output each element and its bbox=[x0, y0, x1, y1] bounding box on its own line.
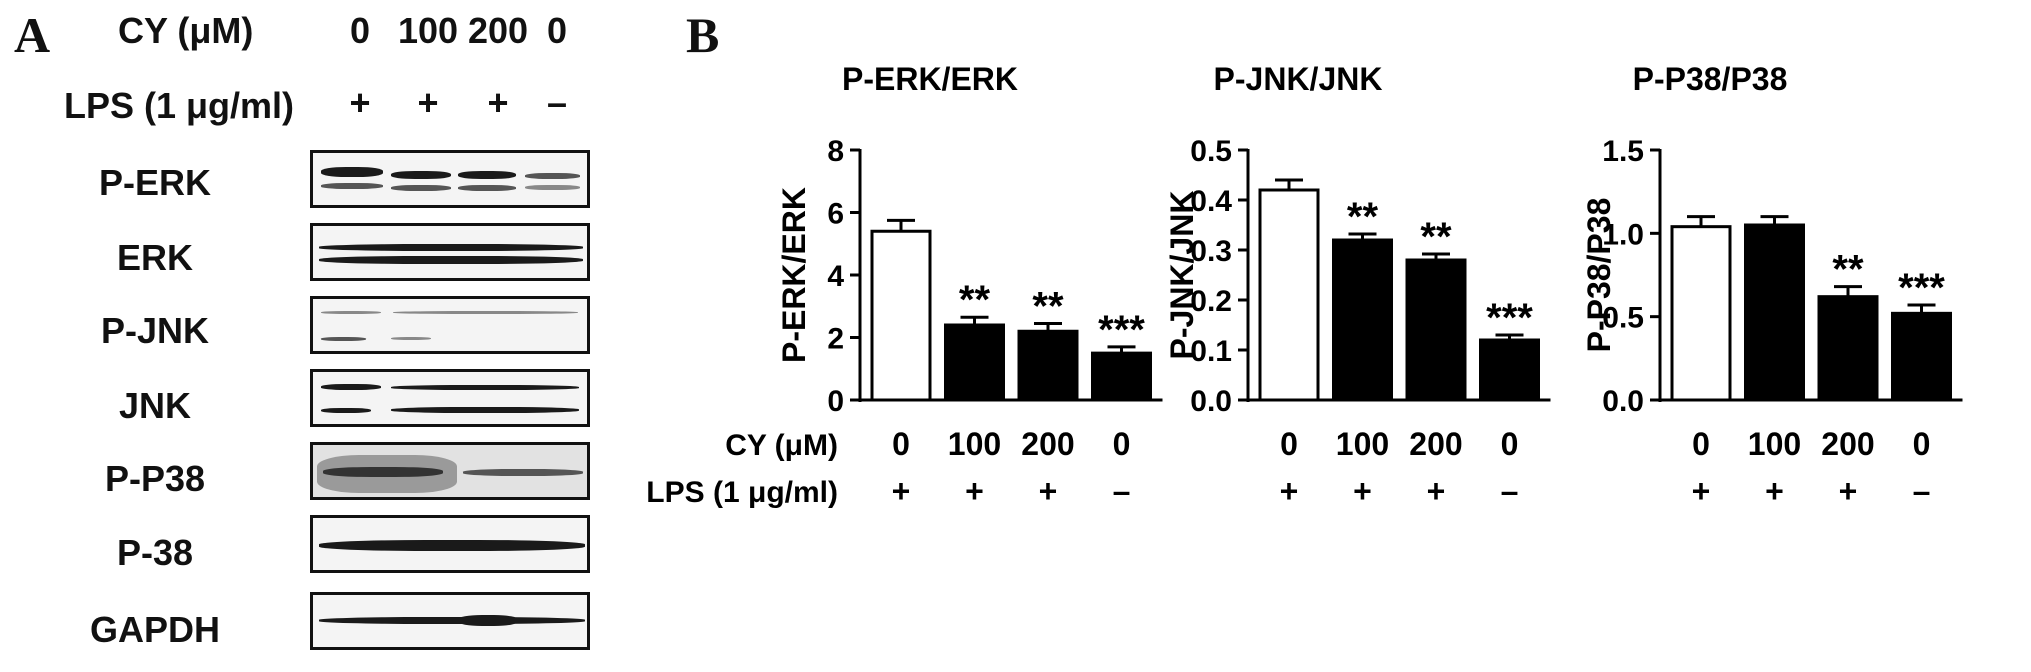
bar-p-p38-p38 bbox=[1891, 311, 1952, 402]
lps-sign-p-erk-erk: – bbox=[1113, 473, 1131, 509]
y-tick-label-p-jnk-jnk: 0.2 bbox=[1190, 285, 1232, 318]
x-tick-label-p-p38-p38: 200 bbox=[1821, 426, 1874, 462]
y-tick-label-p-p38-p38: 1.0 bbox=[1602, 218, 1644, 251]
x-tick-label-p-jnk-jnk: 100 bbox=[1336, 426, 1389, 462]
cy-value-lane-1: 0 bbox=[349, 10, 371, 51]
cy-concentration-label: CY (μM) bbox=[118, 10, 254, 51]
blot-image-p-jnk bbox=[310, 296, 590, 354]
y-tick-label-p-erk-erk: 6 bbox=[827, 198, 844, 231]
blot-image-erk bbox=[310, 223, 590, 281]
bar-p-erk-erk bbox=[1017, 329, 1079, 402]
significance-label-p-erk-erk: *** bbox=[1098, 308, 1145, 352]
chart-title-p-jnk-jnk: P-JNK/JNK bbox=[1214, 61, 1383, 97]
cy-value-lane-2: 100 bbox=[397, 10, 459, 51]
cy-value-lane-4: 0 bbox=[546, 10, 568, 51]
lps-sign-p-jnk-jnk: – bbox=[1501, 473, 1519, 509]
x-tick-label-p-p38-p38: 100 bbox=[1748, 426, 1801, 462]
x-tick-label-p-erk-erk: 100 bbox=[948, 426, 1001, 462]
lps-sign-p-p38-p38: + bbox=[1692, 473, 1711, 509]
significance-label-p-jnk-jnk: ** bbox=[1347, 195, 1379, 239]
x-tick-label-p-erk-erk: 0 bbox=[1113, 426, 1131, 462]
y-tick-label-p-p38-p38: 0.0 bbox=[1602, 385, 1644, 418]
significance-label-p-jnk-jnk: ** bbox=[1420, 215, 1452, 259]
lps-value-lane-3: + bbox=[487, 82, 509, 123]
lps-value-lane-1: + bbox=[349, 82, 371, 123]
lps-label: LPS (1 μg/ml) bbox=[64, 85, 295, 126]
chart-title-p-erk-erk: P-ERK/ERK bbox=[842, 61, 1018, 97]
lps-row-label: LPS (1 μg/ml) bbox=[646, 476, 838, 509]
y-tick-label-p-jnk-jnk: 0.4 bbox=[1190, 185, 1232, 218]
lps-sign-p-jnk-jnk: + bbox=[1280, 473, 1299, 509]
x-tick-label-p-erk-erk: 0 bbox=[892, 426, 910, 462]
bar-p-jnk-jnk bbox=[1479, 338, 1540, 402]
bar-p-p38-p38 bbox=[1817, 295, 1879, 402]
lps-value-lane-2: + bbox=[417, 82, 439, 123]
blot-label-p-jnk: P-JNK bbox=[100, 310, 210, 351]
bar-p-jnk-jnk bbox=[1332, 238, 1393, 402]
y-tick-label-p-jnk-jnk: 0.1 bbox=[1190, 335, 1232, 368]
lps-value-lane-4: – bbox=[546, 82, 568, 123]
lps-sign-p-p38-p38: + bbox=[1839, 473, 1858, 509]
lps-sign-p-p38-p38: + bbox=[1765, 473, 1784, 509]
x-tick-label-p-jnk-jnk: 0 bbox=[1280, 426, 1298, 462]
blot-label-p-38: P-38 bbox=[116, 532, 194, 573]
blot-image-gapdh bbox=[310, 592, 590, 650]
bar-p-jnk-jnk bbox=[1258, 188, 1320, 402]
x-tick-label-p-jnk-jnk: 200 bbox=[1409, 426, 1462, 462]
y-axis-label-p-jnk-jnk: P-JNK/JNK bbox=[1164, 191, 1200, 360]
bar-p-jnk-jnk bbox=[1405, 258, 1467, 402]
chart-title-p-p38-p38: P-P38/P38 bbox=[1633, 61, 1788, 97]
cy-value-lane-3: 200 bbox=[467, 10, 529, 51]
lps-sign-p-erk-erk: + bbox=[1039, 473, 1058, 509]
blot-label-gapdh: GAPDH bbox=[89, 609, 220, 650]
x-tick-label-p-jnk-jnk: 0 bbox=[1501, 426, 1519, 462]
y-tick-label-p-jnk-jnk: 0.0 bbox=[1190, 385, 1232, 418]
blot-image-p-38 bbox=[310, 515, 590, 573]
blot-label-p-p38: P-P38 bbox=[104, 458, 206, 499]
bar-p-erk-erk bbox=[870, 229, 932, 402]
blot-label-p-erk: P-ERK bbox=[98, 162, 211, 203]
x-tick-label-p-p38-p38: 0 bbox=[1913, 426, 1931, 462]
blot-image-p-erk bbox=[310, 150, 590, 208]
significance-label-p-jnk-jnk: *** bbox=[1486, 296, 1533, 340]
lps-sign-p-jnk-jnk: + bbox=[1353, 473, 1372, 509]
y-tick-label-p-jnk-jnk: 0.5 bbox=[1190, 135, 1232, 168]
x-tick-label-p-erk-erk: 200 bbox=[1021, 426, 1074, 462]
lps-sign-p-erk-erk: + bbox=[892, 473, 911, 509]
bar-p-p38-p38 bbox=[1744, 223, 1805, 402]
y-tick-label-p-erk-erk: 0 bbox=[827, 385, 844, 418]
bar-p-p38-p38 bbox=[1670, 225, 1732, 402]
cy-row-label: CY (μM) bbox=[725, 429, 838, 462]
bar-p-erk-erk bbox=[944, 323, 1005, 402]
y-tick-label-p-jnk-jnk: 0.3 bbox=[1190, 235, 1232, 268]
bar-p-erk-erk bbox=[1091, 351, 1152, 402]
y-tick-label-p-p38-p38: 1.5 bbox=[1602, 135, 1644, 168]
significance-label-p-erk-erk: ** bbox=[959, 278, 991, 322]
blot-label-erk: ERK bbox=[116, 237, 193, 278]
y-axis-label-p-p38-p38: P-P38/P38 bbox=[1581, 198, 1617, 353]
y-axis-label-p-erk-erk: P-ERK/ERK bbox=[776, 187, 812, 363]
y-tick-label-p-erk-erk: 8 bbox=[827, 135, 844, 168]
lps-sign-p-erk-erk: + bbox=[965, 473, 984, 509]
lps-sign-p-p38-p38: – bbox=[1913, 473, 1931, 509]
lps-sign-p-jnk-jnk: + bbox=[1427, 473, 1446, 509]
significance-label-p-erk-erk: ** bbox=[1032, 284, 1064, 328]
panel-b-letter: B bbox=[686, 7, 720, 63]
y-tick-label-p-p38-p38: 0.5 bbox=[1602, 302, 1644, 335]
panel-a-letter: A bbox=[14, 7, 51, 63]
blot-label-jnk: JNK bbox=[118, 385, 192, 426]
y-tick-label-p-erk-erk: 4 bbox=[827, 260, 844, 293]
blot-image-jnk bbox=[310, 369, 590, 427]
blot-image-p-p38 bbox=[310, 442, 590, 500]
x-tick-label-p-p38-p38: 0 bbox=[1692, 426, 1710, 462]
significance-label-p-p38-p38: ** bbox=[1832, 248, 1864, 292]
y-tick-label-p-erk-erk: 2 bbox=[827, 323, 844, 356]
significance-label-p-p38-p38: *** bbox=[1898, 266, 1945, 310]
